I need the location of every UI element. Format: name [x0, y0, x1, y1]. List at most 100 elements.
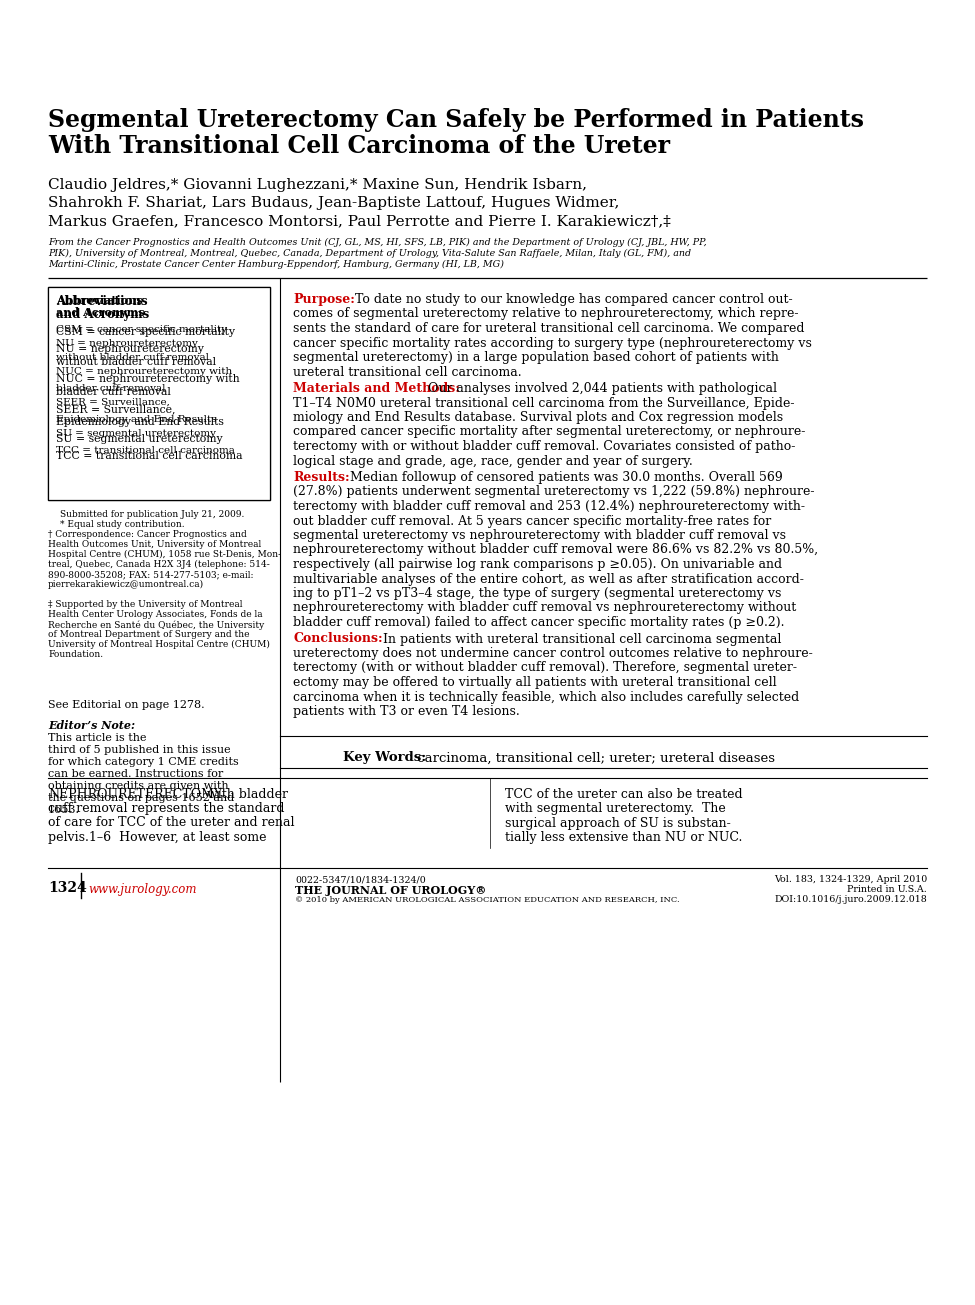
Bar — [48, 287, 270, 500]
Text: Printed in U.S.A.: Printed in U.S.A. — [847, 886, 927, 894]
Text: miology and End Results database. Survival plots and Cox regression models: miology and End Results database. Surviv… — [293, 411, 783, 424]
Text: of Montreal Department of Surgery and the: of Montreal Department of Surgery and th… — [48, 630, 250, 639]
Text: comes of segmental ureterectomy relative to nephroureterectomy, which repre-: comes of segmental ureterectomy relative… — [293, 308, 799, 321]
Text: nephroureterectomy with bladder cuff removal vs nephroureterectomy without: nephroureterectomy with bladder cuff rem… — [293, 602, 797, 615]
Text: segmental ureterectomy) in a large population based cohort of patients with: segmental ureterectomy) in a large popul… — [293, 351, 779, 364]
Text: In patients with ureteral transitional cell carcinoma segmental: In patients with ureteral transitional c… — [379, 633, 781, 646]
Text: THE JOURNAL OF UROLOGY®: THE JOURNAL OF UROLOGY® — [295, 886, 487, 897]
Bar — [48, 287, 270, 500]
Text: T1–T4 N0M0 ureteral transitional cell carcinoma from the Surveillance, Epide-: T1–T4 N0M0 ureteral transitional cell ca… — [293, 397, 795, 410]
Text: Shahrokh F. Shariat, Lars Budaus, Jean-Baptiste Lattouf, Hugues Widmer,: Shahrokh F. Shariat, Lars Budaus, Jean-B… — [48, 196, 619, 210]
Text: ureterectomy does not undermine cancer control outcomes relative to nephroure-: ureterectomy does not undermine cancer c… — [293, 647, 813, 660]
Text: Purpose:: Purpose: — [293, 294, 355, 305]
Text: compared cancer specific mortality after segmental ureterectomy, or nephroure-: compared cancer specific mortality after… — [293, 425, 805, 438]
Text: Submitted for publication July 21, 2009.: Submitted for publication July 21, 2009. — [60, 510, 245, 519]
Text: bladder cuff removal: bladder cuff removal — [56, 388, 171, 397]
Text: TCC = transitional cell carcinoma: TCC = transitional cell carcinoma — [56, 446, 235, 455]
Text: NEPHROURETERECTOMY: NEPHROURETERECTOMY — [48, 787, 222, 800]
Text: Vol. 183, 1324-1329, April 2010: Vol. 183, 1324-1329, April 2010 — [774, 876, 927, 885]
Text: third of 5 published in this issue: third of 5 published in this issue — [48, 745, 231, 756]
Text: pelvis.1–6  However, at least some: pelvis.1–6 However, at least some — [48, 831, 266, 844]
Text: NU = nephroureterectomy: NU = nephroureterectomy — [56, 345, 204, 354]
Text: Key Words:: Key Words: — [343, 752, 426, 765]
Text: ‡ Supported by the University of Montreal: ‡ Supported by the University of Montrea… — [48, 600, 243, 609]
Text: NUC = nephroureterectomy with: NUC = nephroureterectomy with — [56, 367, 232, 376]
Text: logical stage and grade, age, race, gender and year of surgery.: logical stage and grade, age, race, gend… — [293, 454, 693, 467]
Text: bladder cuff removal: bladder cuff removal — [56, 384, 166, 393]
Text: TCC of the ureter can also be treated: TCC of the ureter can also be treated — [505, 787, 743, 800]
Text: carcinoma, transitional cell; ureter; ureteral diseases: carcinoma, transitional cell; ureter; ur… — [413, 752, 775, 765]
Text: SU = segmental ureterectomy: SU = segmental ureterectomy — [56, 435, 222, 444]
Text: bladder cuff removal) failed to affect cancer specific mortality rates (p ≥0.2).: bladder cuff removal) failed to affect c… — [293, 616, 785, 629]
Text: © 2010 by AMERICAN UROLOGICAL ASSOCIATION EDUCATION AND RESEARCH, INC.: © 2010 by AMERICAN UROLOGICAL ASSOCIATIO… — [295, 895, 680, 903]
Text: obtaining credits are given with: obtaining credits are given with — [48, 780, 228, 791]
Text: respectively (all pairwise log rank comparisons p ≥0.05). On univariable and: respectively (all pairwise log rank comp… — [293, 559, 782, 572]
Text: cuff removal represents the standard: cuff removal represents the standard — [48, 803, 285, 816]
Text: ureteral transitional cell carcinoma.: ureteral transitional cell carcinoma. — [293, 365, 522, 378]
Text: TCC = transitional cell carcinoma: TCC = transitional cell carcinoma — [56, 452, 243, 461]
Text: Epidemiology and End Results: Epidemiology and End Results — [56, 415, 216, 424]
Text: PIK), University of Montreal, Montreal, Quebec, Canada, Department of Urology, V: PIK), University of Montreal, Montreal, … — [48, 249, 691, 258]
Text: Health Center Urology Associates, Fonds de la: Health Center Urology Associates, Fonds … — [48, 609, 262, 619]
Text: University of Montreal Hospital Centre (CHUM): University of Montreal Hospital Centre (… — [48, 639, 270, 649]
Text: with segmental ureterectomy.  The: with segmental ureterectomy. The — [505, 803, 725, 816]
Text: terectomy (with or without bladder cuff removal). Therefore, segmental ureter-: terectomy (with or without bladder cuff … — [293, 662, 797, 675]
Text: SU = segmental ureterectomy: SU = segmental ureterectomy — [56, 429, 216, 438]
Text: can be earned. Instructions for: can be earned. Instructions for — [48, 769, 223, 779]
Text: From the Cancer Prognostics and Health Outcomes Unit (CJ, GL, MS, HI, SFS, LB, P: From the Cancer Prognostics and Health O… — [48, 238, 707, 247]
Text: 1324: 1324 — [48, 881, 87, 895]
Text: Markus Graefen, Francesco Montorsi, Paul Perrotte and Pierre I. Karakiewicz†,‡: Markus Graefen, Francesco Montorsi, Paul… — [48, 214, 671, 228]
Text: SEER = Surveillance,: SEER = Surveillance, — [56, 405, 176, 414]
Text: out bladder cuff removal. At 5 years cancer specific mortality-free rates for: out bladder cuff removal. At 5 years can… — [293, 514, 771, 527]
Text: To date no study to our knowledge has compared cancer control out-: To date no study to our knowledge has co… — [351, 294, 793, 305]
Text: sents the standard of care for ureteral transitional cell carcinoma. We compared: sents the standard of care for ureteral … — [293, 322, 804, 335]
Text: with bladder: with bladder — [203, 787, 288, 800]
Text: of care for TCC of the ureter and renal: of care for TCC of the ureter and renal — [48, 817, 294, 830]
Text: ing to pT1–2 vs pT3–4 stage, the type of surgery (segmental ureterectomy vs: ing to pT1–2 vs pT3–4 stage, the type of… — [293, 587, 781, 600]
Text: Foundation.: Foundation. — [48, 650, 103, 659]
Text: Results:: Results: — [293, 471, 350, 484]
Text: Martini-Clinic, Prostate Cancer Center Hamburg-Eppendorf, Hamburg, Germany (HI, : Martini-Clinic, Prostate Cancer Center H… — [48, 260, 504, 269]
Text: CSM = cancer specific mortality: CSM = cancer specific mortality — [56, 328, 235, 337]
Text: Segmental Ureterectomy Can Safely be Performed in Patients: Segmental Ureterectomy Can Safely be Per… — [48, 108, 864, 132]
Text: and Acronyms: and Acronyms — [56, 307, 144, 318]
Text: This article is the: This article is the — [48, 733, 146, 743]
Text: 1653.: 1653. — [48, 805, 80, 816]
Text: without bladder cuff removal: without bladder cuff removal — [56, 358, 216, 367]
Text: DOI:10.1016/j.juro.2009.12.018: DOI:10.1016/j.juro.2009.12.018 — [774, 895, 927, 904]
Text: www.jurology.com: www.jurology.com — [88, 883, 197, 897]
Text: treal, Quebec, Canada H2X 3J4 (telephone: 514-: treal, Quebec, Canada H2X 3J4 (telephone… — [48, 560, 270, 569]
Text: patients with T3 or even T4 lesions.: patients with T3 or even T4 lesions. — [293, 705, 520, 718]
Text: surgical approach of SU is substan-: surgical approach of SU is substan- — [505, 817, 730, 830]
Text: Hospital Centre (CHUM), 1058 rue St-Denis, Mon-: Hospital Centre (CHUM), 1058 rue St-Deni… — [48, 549, 281, 559]
Text: † Correspondence: Cancer Prognostics and: † Correspondence: Cancer Prognostics and — [48, 530, 247, 539]
Text: ectomy may be offered to virtually all patients with ureteral transitional cell: ectomy may be offered to virtually all p… — [293, 676, 777, 689]
Text: carcinoma when it is technically feasible, which also includes carefully selecte: carcinoma when it is technically feasibl… — [293, 690, 799, 703]
Text: tially less extensive than NU or NUC.: tially less extensive than NU or NUC. — [505, 831, 742, 844]
Text: Recherche en Santé du Québec, the University: Recherche en Santé du Québec, the Univer… — [48, 620, 264, 629]
Text: Materials and Methods:: Materials and Methods: — [293, 382, 460, 395]
Text: Epidemiology and End Results: Epidemiology and End Results — [56, 418, 224, 427]
Text: Editor’s Note:: Editor’s Note: — [48, 720, 136, 731]
Text: 890-8000-35208; FAX: 514-277-5103; e-mail:: 890-8000-35208; FAX: 514-277-5103; e-mai… — [48, 570, 254, 579]
Text: * Equal study contribution.: * Equal study contribution. — [60, 519, 184, 529]
Text: See Editorial on page 1278.: See Editorial on page 1278. — [48, 699, 205, 710]
Text: segmental ureterectomy vs nephroureterectomy with bladder cuff removal vs: segmental ureterectomy vs nephroureterec… — [293, 529, 786, 542]
Text: CSM = cancer specific mortality: CSM = cancer specific mortality — [56, 325, 227, 334]
Text: nephroureterectomy without bladder cuff removal were 86.6% vs 82.2% vs 80.5%,: nephroureterectomy without bladder cuff … — [293, 543, 818, 556]
Text: pierrekarakiewicz@umontreal.ca): pierrekarakiewicz@umontreal.ca) — [48, 579, 204, 589]
Text: Conclusions:: Conclusions: — [293, 633, 382, 646]
Text: terectomy with bladder cuff removal and 253 (12.4%) nephroureterectomy with-: terectomy with bladder cuff removal and … — [293, 500, 805, 513]
Text: NUC = nephroureterectomy with: NUC = nephroureterectomy with — [56, 375, 240, 384]
Text: terectomy with or without bladder cuff removal. Covariates consisted of patho-: terectomy with or without bladder cuff r… — [293, 440, 796, 453]
Text: 0022-5347/10/1834-1324/0: 0022-5347/10/1834-1324/0 — [295, 876, 426, 885]
Text: Health Outcomes Unit, University of Montreal: Health Outcomes Unit, University of Mont… — [48, 540, 261, 549]
Text: (27.8%) patients underwent segmental ureterectomy vs 1,222 (59.8%) nephroure-: (27.8%) patients underwent segmental ure… — [293, 485, 814, 499]
Text: Our analyses involved 2,044 patients with pathological: Our analyses involved 2,044 patients wit… — [424, 382, 777, 395]
Text: Abbreviations: Abbreviations — [56, 295, 147, 308]
Text: Median followup of censored patients was 30.0 months. Overall 569: Median followup of censored patients was… — [346, 471, 783, 484]
Text: the questions on pages 1652 and: the questions on pages 1652 and — [48, 793, 234, 803]
Text: multivariable analyses of the entire cohort, as well as after stratification acc: multivariable analyses of the entire coh… — [293, 573, 803, 586]
Text: cancer specific mortality rates according to surgery type (nephroureterectomy vs: cancer specific mortality rates accordin… — [293, 337, 812, 350]
Text: Abbreviations: Abbreviations — [56, 295, 142, 305]
